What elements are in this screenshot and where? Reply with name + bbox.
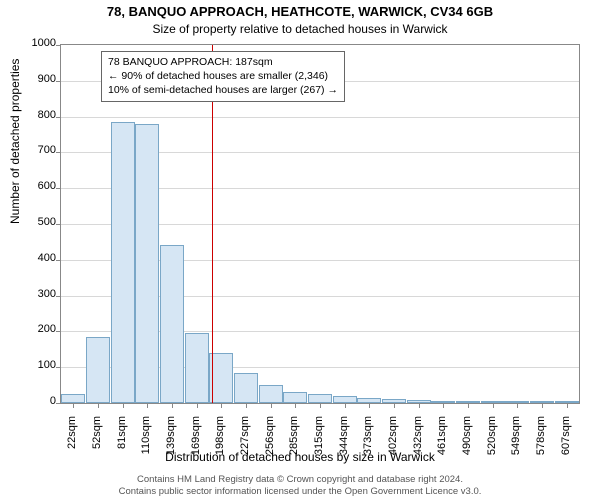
x-tick-label: 285sqm (288, 416, 300, 466)
x-tick-mark (419, 403, 420, 408)
x-tick-label: 256sqm (264, 416, 276, 466)
x-tick-mark (295, 403, 296, 408)
x-tick-mark (147, 403, 148, 408)
chart-container: 78, BANQUO APPROACH, HEATHCOTE, WARWICK,… (0, 0, 600, 500)
y-tick-label: 300 (16, 288, 56, 300)
footer-line: Contains public sector information licen… (0, 486, 600, 498)
x-tick-mark (73, 403, 74, 408)
chart-title-main: 78, BANQUO APPROACH, HEATHCOTE, WARWICK,… (0, 4, 600, 19)
y-tick-mark (56, 152, 61, 153)
x-tick-mark (443, 403, 444, 408)
histogram-bar (283, 392, 307, 403)
y-tick-mark (56, 117, 61, 118)
chart-title-sub: Size of property relative to detached ho… (0, 22, 600, 36)
x-tick-label: 549sqm (510, 416, 522, 466)
x-tick-mark (123, 403, 124, 408)
y-tick-mark (56, 331, 61, 332)
x-tick-mark (369, 403, 370, 408)
y-tick-mark (56, 260, 61, 261)
x-tick-mark (320, 403, 321, 408)
annotation-line: 10% of semi-detached houses are larger (… (108, 83, 338, 97)
y-tick-label: 800 (16, 109, 56, 121)
y-tick-mark (56, 81, 61, 82)
y-tick-label: 100 (16, 359, 56, 371)
histogram-bar (135, 124, 159, 403)
y-tick-mark (56, 45, 61, 46)
histogram-bar (308, 394, 332, 403)
y-tick-mark (56, 367, 61, 368)
x-tick-label: 227sqm (239, 416, 251, 466)
x-tick-mark (517, 403, 518, 408)
y-tick-label: 600 (16, 180, 56, 192)
y-tick-mark (56, 188, 61, 189)
y-tick-mark (56, 296, 61, 297)
histogram-bar (61, 394, 85, 403)
x-tick-mark (567, 403, 568, 408)
histogram-bar (185, 333, 209, 403)
x-tick-label: 22sqm (66, 416, 78, 466)
x-tick-label: 344sqm (338, 416, 350, 466)
x-tick-label: 81sqm (116, 416, 128, 466)
histogram-bar (259, 385, 283, 403)
y-tick-label: 900 (16, 73, 56, 85)
histogram-bar (111, 122, 135, 403)
y-tick-label: 1000 (16, 37, 56, 49)
x-tick-mark (345, 403, 346, 408)
grid-line (61, 117, 579, 118)
histogram-bar (234, 373, 258, 403)
x-tick-label: 402sqm (387, 416, 399, 466)
annotation-box: 78 BANQUO APPROACH: 187sqm ← 90% of deta… (101, 51, 345, 102)
x-tick-mark (98, 403, 99, 408)
y-tick-label: 400 (16, 252, 56, 264)
x-tick-label: 198sqm (214, 416, 226, 466)
histogram-bar (333, 396, 357, 403)
y-tick-mark (56, 224, 61, 225)
x-tick-mark (394, 403, 395, 408)
x-tick-label: 432sqm (412, 416, 424, 466)
plot-area: 78 BANQUO APPROACH: 187sqm ← 90% of deta… (60, 44, 580, 404)
x-tick-mark (221, 403, 222, 408)
x-tick-mark (542, 403, 543, 408)
histogram-bar (86, 337, 110, 403)
x-tick-label: 607sqm (560, 416, 572, 466)
x-tick-mark (197, 403, 198, 408)
x-tick-mark (246, 403, 247, 408)
x-tick-label: 490sqm (461, 416, 473, 466)
y-tick-label: 700 (16, 144, 56, 156)
annotation-line: 78 BANQUO APPROACH: 187sqm (108, 55, 338, 69)
x-tick-mark (172, 403, 173, 408)
y-tick-label: 200 (16, 323, 56, 335)
x-tick-label: 110sqm (140, 416, 152, 466)
footer-line: Contains HM Land Registry data © Crown c… (0, 474, 600, 486)
histogram-bar (160, 245, 184, 403)
y-tick-label: 500 (16, 216, 56, 228)
x-tick-label: 169sqm (190, 416, 202, 466)
x-tick-label: 461sqm (436, 416, 448, 466)
annotation-line: ← 90% of detached houses are smaller (2,… (108, 69, 338, 83)
x-tick-label: 578sqm (535, 416, 547, 466)
footer-attribution: Contains HM Land Registry data © Crown c… (0, 474, 600, 498)
x-tick-label: 520sqm (486, 416, 498, 466)
y-tick-label: 0 (16, 395, 56, 407)
x-tick-mark (271, 403, 272, 408)
x-tick-label: 373sqm (362, 416, 374, 466)
x-tick-label: 139sqm (165, 416, 177, 466)
x-tick-label: 315sqm (313, 416, 325, 466)
y-tick-mark (56, 403, 61, 404)
x-tick-label: 52sqm (91, 416, 103, 466)
x-tick-mark (493, 403, 494, 408)
x-tick-mark (468, 403, 469, 408)
